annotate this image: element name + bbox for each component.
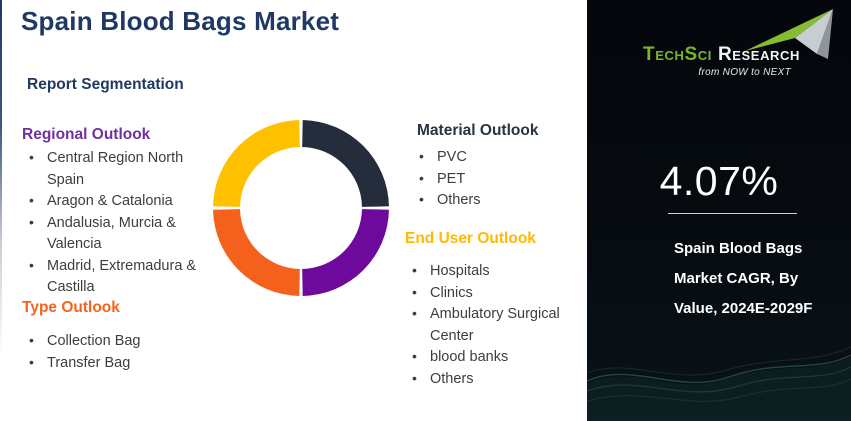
list-item: Madrid, Extremadura & Castilla [22,255,204,299]
regional-outlook-list: Central Region North SpainAragon & Catal… [22,147,204,299]
left-accent-rule [0,0,2,421]
type-outlook-heading: Type Outlook [22,299,120,316]
material-outlook-list: PVCPETOthers [412,146,582,212]
end-user-outlook-heading: End User Outlook [405,230,536,247]
material-outlook-section: Material Outlook PVCPETOthers [412,122,582,212]
list-item: Ambulatory Surgical Center [405,303,590,347]
cagr-value: 4.07% [659,158,779,204]
regional-outlook-heading: Regional Outlook [22,126,151,143]
logo-brand: TechSci Research [643,44,800,66]
logo-brand-secondary: Research [717,44,801,65]
segmentation-donut-chart [212,119,390,297]
page-title: Spain Blood Bags Market [21,6,340,36]
wave-decoration [587,346,851,421]
list-item: blood banks [405,346,590,369]
list-item: Others [412,189,582,212]
donut-segment [302,120,389,207]
end-user-outlook-section: End User Outlook HospitalsClinicsAmbulat… [405,230,590,390]
techsci-logo: TechSci Research from NOW to NEXT [587,0,851,92]
donut-segment [213,120,300,207]
type-outlook-list: Collection BagTransfer Bag [22,330,204,375]
cagr-caption: Spain Blood Bags Market CAGR, By Value, … [674,240,813,317]
material-outlook-heading: Material Outlook [417,122,539,139]
list-item: Central Region North Spain [22,147,204,191]
list-item: PVC [412,146,582,169]
donut-chart-svg [213,120,389,296]
list-item: Andalusia, Murcia & Valencia [22,212,204,256]
list-item: PET [412,168,582,191]
paper-plane-icon [745,9,833,59]
end-user-outlook-list: HospitalsClinicsAmbulatory Surgical Cent… [405,260,590,391]
type-outlook-section: Type Outlook Collection BagTransfer Bag [22,299,204,374]
report-segmentation-label: Report Segmentation [27,76,184,93]
list-item: Others [405,368,590,391]
list-item: Transfer Bag [22,352,204,375]
list-item: Aragon & Catalonia [22,190,204,213]
donut-segment [302,209,389,296]
logo-tagline: from NOW to NEXT [698,67,791,78]
list-item: Clinics [405,282,590,305]
logo-brand-primary: TechSci [643,44,712,65]
divider-line [668,213,797,214]
highlight-sidebar: TechSci Research from NOW to NEXT 4.07% … [587,0,851,421]
donut-segment [213,209,300,296]
list-item: Collection Bag [22,330,204,353]
list-item: Hospitals [405,260,590,283]
regional-outlook-section: Regional Outlook Central Region North Sp… [22,126,204,299]
